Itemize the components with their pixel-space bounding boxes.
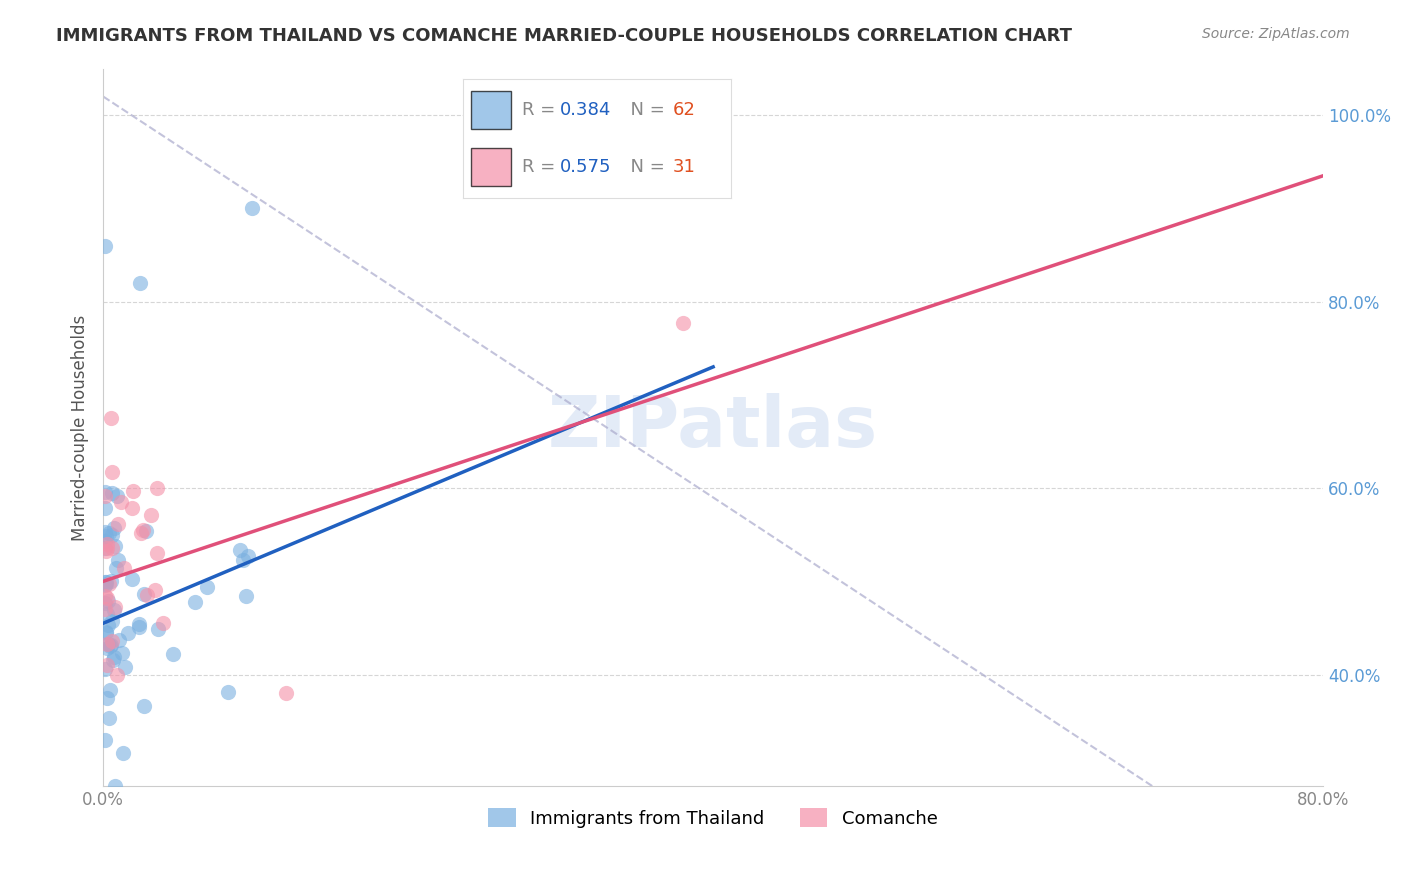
Text: Source: ZipAtlas.com: Source: ZipAtlas.com	[1202, 27, 1350, 41]
Point	[276, 686, 298, 700]
Point	[96, 543, 118, 558]
Point	[143, 582, 166, 597]
Point	[93, 589, 115, 603]
Point	[94, 626, 117, 640]
Point	[134, 699, 156, 714]
Point	[96, 591, 118, 606]
Point	[117, 625, 139, 640]
Point	[146, 622, 169, 636]
Point	[101, 652, 124, 666]
Text: IMMIGRANTS FROM THAILAND VS COMANCHE MARRIED-COUPLE HOUSEHOLDS CORRELATION CHART: IMMIGRANTS FROM THAILAND VS COMANCHE MAR…	[56, 27, 1073, 45]
Point	[104, 539, 127, 553]
Point	[97, 711, 120, 725]
Point	[93, 533, 115, 548]
Point	[122, 484, 145, 499]
Point	[217, 684, 239, 698]
Point	[100, 410, 122, 425]
Point	[93, 525, 115, 540]
Point	[97, 526, 120, 541]
Point	[105, 668, 128, 682]
Point	[183, 595, 205, 609]
Point	[96, 657, 118, 672]
Point	[105, 489, 128, 503]
Point	[229, 542, 252, 557]
Point	[101, 528, 124, 542]
Point	[94, 733, 117, 747]
Point	[100, 638, 122, 652]
Point	[235, 589, 257, 603]
Point	[103, 521, 125, 535]
Point	[96, 541, 118, 556]
Point	[97, 594, 120, 608]
Point	[105, 561, 128, 575]
Point	[98, 683, 121, 698]
Point	[139, 508, 162, 522]
Y-axis label: Married-couple Households: Married-couple Households	[72, 314, 89, 541]
Point	[146, 546, 169, 560]
Point	[101, 614, 124, 628]
Point	[93, 601, 115, 615]
Point	[103, 602, 125, 616]
Point	[94, 529, 117, 543]
Point	[100, 574, 122, 588]
Point	[121, 572, 143, 586]
Text: ZIPatlas: ZIPatlas	[548, 393, 879, 462]
Point	[94, 489, 117, 503]
Point	[111, 647, 134, 661]
Point	[672, 316, 695, 330]
Point	[93, 595, 115, 609]
Point	[135, 588, 157, 602]
Point	[96, 637, 118, 651]
Point	[112, 560, 135, 574]
Point	[240, 202, 263, 216]
Point	[108, 633, 131, 648]
Point	[238, 549, 260, 564]
Point	[104, 600, 127, 615]
Point	[146, 482, 169, 496]
Point	[114, 660, 136, 674]
Legend: Immigrants from Thailand, Comanche: Immigrants from Thailand, Comanche	[481, 801, 945, 835]
Point	[94, 624, 117, 639]
Point	[93, 575, 115, 590]
Point	[94, 577, 117, 591]
Point	[93, 662, 115, 676]
Point	[129, 526, 152, 541]
Point	[128, 276, 150, 290]
Point	[121, 501, 143, 516]
Point	[101, 465, 124, 479]
Point	[162, 647, 184, 661]
Point	[94, 238, 117, 252]
Point	[135, 524, 157, 538]
Point	[101, 485, 124, 500]
Point	[98, 640, 121, 654]
Point	[107, 553, 129, 567]
Point	[96, 637, 118, 651]
Point	[97, 576, 120, 591]
Point	[96, 690, 118, 705]
Point	[110, 495, 132, 509]
Point	[132, 523, 155, 537]
Point	[97, 617, 120, 632]
Point	[94, 500, 117, 515]
Point	[96, 537, 118, 551]
Point	[107, 516, 129, 531]
Point	[103, 650, 125, 665]
Point	[134, 587, 156, 601]
Point	[94, 574, 117, 589]
Point	[94, 541, 117, 555]
Point	[100, 541, 122, 556]
Point	[96, 641, 118, 656]
Point	[100, 634, 122, 648]
Point	[93, 485, 115, 500]
Point	[232, 553, 254, 567]
Point	[93, 578, 115, 592]
Point	[128, 620, 150, 634]
Point	[195, 580, 218, 594]
Point	[152, 615, 174, 630]
Point	[128, 616, 150, 631]
Point	[96, 607, 118, 621]
Point	[112, 746, 135, 760]
Point	[103, 780, 125, 794]
